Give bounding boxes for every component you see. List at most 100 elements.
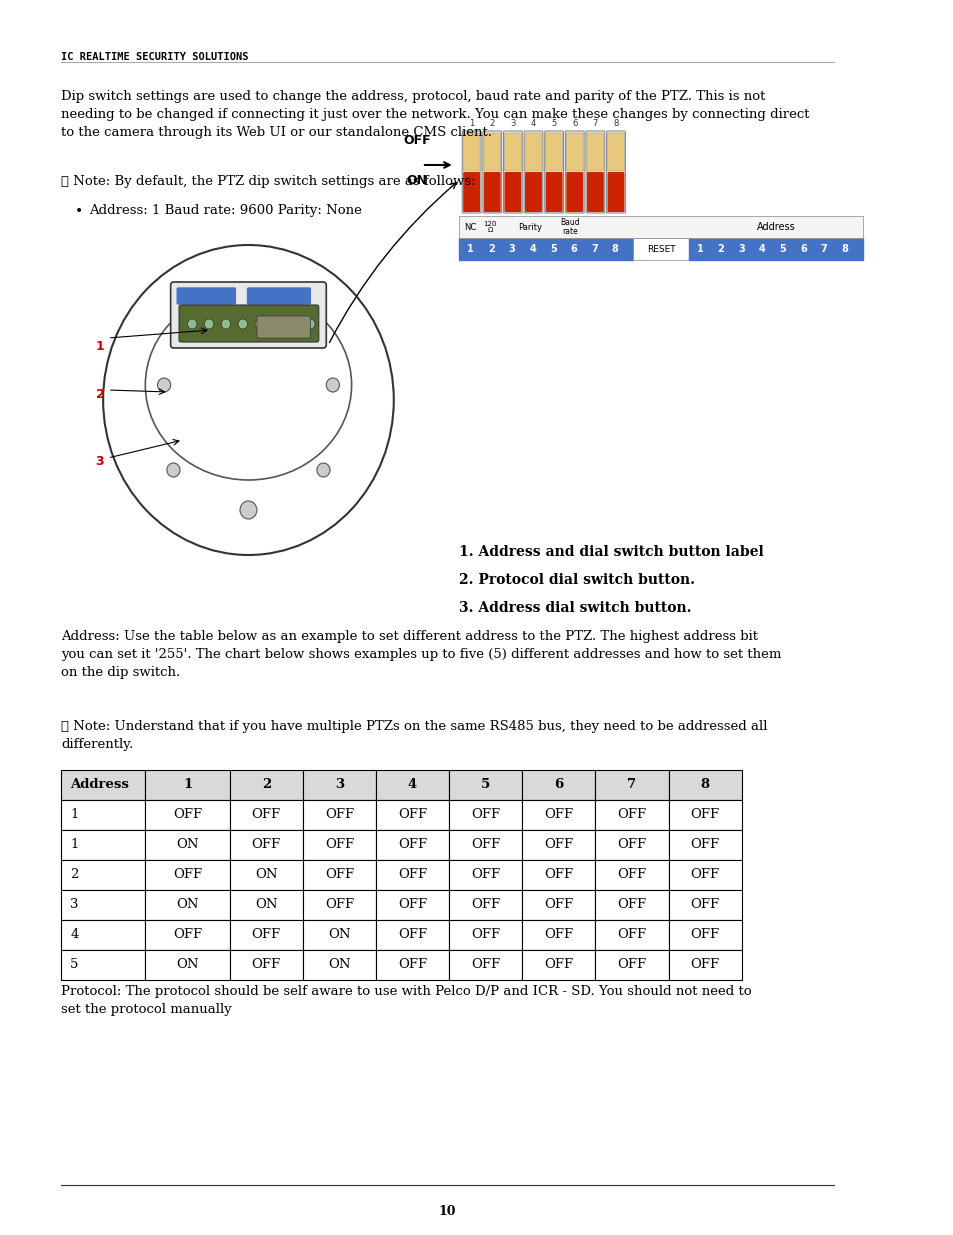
Bar [302,920,375,950]
Circle shape [272,319,281,329]
Bar [521,830,595,860]
Bar [375,890,449,920]
Circle shape [326,378,339,391]
FancyBboxPatch shape [482,131,501,212]
Text: 6: 6 [570,245,577,254]
Bar [145,920,230,950]
Bar [668,800,740,830]
Bar [302,860,375,890]
Bar [668,920,740,950]
Text: OFF: OFF [543,868,573,882]
Text: OFF: OFF [252,839,280,851]
Text: OFF: OFF [397,868,427,882]
Text: 4: 4 [408,778,416,792]
FancyBboxPatch shape [179,305,318,342]
Bar [375,800,449,830]
Text: OFF: OFF [690,809,719,821]
Text: OFF: OFF [397,809,427,821]
Circle shape [238,319,247,329]
Text: 4: 4 [71,929,78,941]
Text: ON: ON [406,173,427,186]
Text: 7: 7 [627,778,636,792]
Bar [61,890,145,920]
Bar [302,890,375,920]
Bar [375,830,449,860]
Text: IC REALTIME SECURITY SOLUTIONS: IC REALTIME SECURITY SOLUTIONS [61,52,248,62]
Text: OFF: OFF [397,929,427,941]
Text: RESET: RESET [646,245,675,253]
Text: OFF: OFF [397,899,427,911]
Bar [459,238,632,261]
Text: ON: ON [254,899,277,911]
Text: 4: 4 [530,120,536,128]
Text: 5: 5 [779,245,785,254]
FancyBboxPatch shape [585,131,604,212]
Text: 3: 3 [335,778,344,792]
FancyBboxPatch shape [504,133,520,170]
Text: OFF: OFF [397,839,427,851]
FancyBboxPatch shape [463,133,479,170]
FancyBboxPatch shape [247,288,310,304]
Circle shape [157,378,171,391]
FancyBboxPatch shape [545,172,562,212]
Text: OFF: OFF [543,929,573,941]
FancyBboxPatch shape [171,282,326,348]
Text: ON: ON [176,899,198,911]
Text: OFF: OFF [543,839,573,851]
FancyBboxPatch shape [462,131,480,212]
Circle shape [305,319,314,329]
Circle shape [240,501,256,519]
FancyBboxPatch shape [586,133,603,170]
Text: OFF: OFF [471,929,499,941]
Bar [595,830,668,860]
Text: OFF: OFF [617,809,646,821]
Text: OFF: OFF [690,929,719,941]
Text: OFF: OFF [252,809,280,821]
Text: OFF: OFF [617,929,646,941]
FancyBboxPatch shape [566,133,582,170]
Bar [145,890,230,920]
Bar [668,830,740,860]
Text: OFF: OFF [252,929,280,941]
Text: 10: 10 [438,1205,456,1218]
FancyBboxPatch shape [545,133,562,170]
Text: •: • [75,204,83,219]
Bar [375,769,449,800]
Bar [61,860,145,890]
Text: NC: NC [464,222,476,231]
Text: 3: 3 [95,454,104,468]
FancyBboxPatch shape [523,131,542,212]
Text: 8: 8 [841,245,847,254]
Text: OFF: OFF [471,868,499,882]
Bar [230,950,302,981]
Text: Address: 1 Baud rate: 9600 Parity: None: Address: 1 Baud rate: 9600 Parity: None [89,204,361,217]
Bar [145,950,230,981]
FancyBboxPatch shape [524,172,541,212]
Text: 1: 1 [95,340,104,353]
Bar [449,920,521,950]
Bar [521,769,595,800]
Text: Protocol: The protocol should be self aware to use with Pelco D/P and ICR - SD. : Protocol: The protocol should be self aw… [61,986,751,1016]
FancyBboxPatch shape [256,316,310,338]
Circle shape [316,463,330,477]
Bar [521,860,595,890]
Bar [302,830,375,860]
Text: 1: 1 [71,809,78,821]
Text: 3: 3 [738,245,744,254]
Text: 3: 3 [71,899,79,911]
Bar [521,890,595,920]
Bar [302,769,375,800]
Bar [595,920,668,950]
Text: ✏ Note: Understand that if you have multiple PTZs on the same RS485 bus, they ne: ✏ Note: Understand that if you have mult… [61,720,766,751]
Text: 8: 8 [613,120,618,128]
Bar [145,830,230,860]
Text: 3. Address dial switch button.: 3. Address dial switch button. [459,601,691,615]
Bar [302,950,375,981]
Bar [230,830,302,860]
Text: 8: 8 [611,245,618,254]
FancyBboxPatch shape [606,131,625,212]
Bar [61,769,145,800]
FancyBboxPatch shape [483,133,500,170]
FancyBboxPatch shape [544,131,563,212]
Bar [688,238,862,261]
